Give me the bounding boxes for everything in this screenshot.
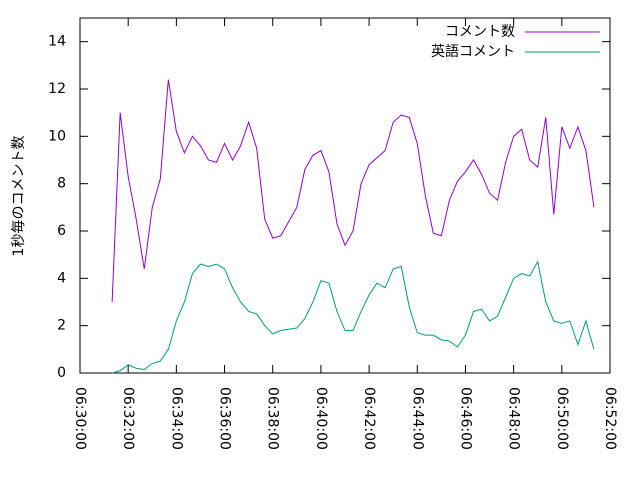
x-tick-label: 06:32:00 bbox=[120, 387, 136, 450]
x-tick-label: 06:42:00 bbox=[361, 387, 377, 450]
legend-label: コメント数 bbox=[445, 24, 515, 40]
plot-border bbox=[79, 17, 611, 374]
y-tick-label: 8 bbox=[57, 176, 66, 192]
x-tick-label: 06:52:00 bbox=[602, 387, 618, 450]
y-tick-label: 14 bbox=[48, 34, 66, 50]
x-tick-label: 06:40:00 bbox=[313, 387, 329, 450]
x-tick-label: 06:34:00 bbox=[168, 387, 184, 450]
x-tick-label: 06:30:00 bbox=[72, 387, 88, 450]
x-tick-label: 06:38:00 bbox=[265, 387, 281, 450]
x-tick-label: 06:46:00 bbox=[457, 387, 473, 450]
x-tick-label: 06:36:00 bbox=[217, 387, 233, 450]
y-tick-label: 10 bbox=[48, 128, 66, 144]
y-tick-label: 4 bbox=[57, 270, 66, 286]
x-tick-label: 06:44:00 bbox=[409, 387, 425, 450]
y-axis-label: 1秒毎のコメント数 bbox=[11, 136, 27, 257]
series-line bbox=[111, 260, 595, 374]
y-tick-label: 12 bbox=[48, 81, 66, 97]
y-tick-label: 2 bbox=[57, 318, 66, 334]
legend-label: 英語コメント bbox=[431, 43, 515, 60]
x-tick-label: 06:50:00 bbox=[554, 387, 570, 450]
x-tick-label: 06:48:00 bbox=[506, 387, 522, 450]
y-tick-label: 0 bbox=[57, 365, 66, 381]
series-line bbox=[111, 79, 595, 303]
y-tick-label: 6 bbox=[57, 223, 66, 239]
